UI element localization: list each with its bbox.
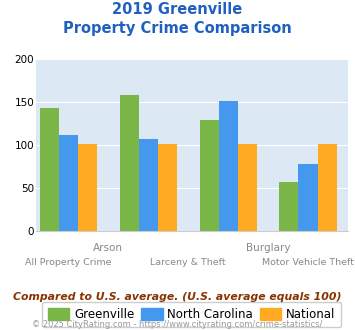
Bar xyxy=(139,139,158,231)
Bar xyxy=(78,144,97,231)
Bar xyxy=(59,135,78,231)
Bar xyxy=(158,144,177,231)
Bar xyxy=(317,144,337,231)
Bar xyxy=(238,144,257,231)
Text: Arson: Arson xyxy=(93,243,124,253)
Text: Larceny & Theft: Larceny & Theft xyxy=(151,258,226,267)
Bar xyxy=(200,120,219,231)
Text: Burglary: Burglary xyxy=(246,243,290,253)
Text: Motor Vehicle Theft: Motor Vehicle Theft xyxy=(262,258,354,267)
Bar xyxy=(279,182,299,231)
Text: © 2025 CityRating.com - https://www.cityrating.com/crime-statistics/: © 2025 CityRating.com - https://www.city… xyxy=(32,320,323,329)
Bar xyxy=(120,95,139,231)
Text: Property Crime Comparison: Property Crime Comparison xyxy=(63,21,292,36)
Text: Compared to U.S. average. (U.S. average equals 100): Compared to U.S. average. (U.S. average … xyxy=(13,292,342,302)
Legend: Greenville, North Carolina, National: Greenville, North Carolina, National xyxy=(42,302,341,327)
Bar xyxy=(40,108,59,231)
Bar xyxy=(299,164,317,231)
Text: All Property Crime: All Property Crime xyxy=(25,258,112,267)
Text: 2019 Greenville: 2019 Greenville xyxy=(113,2,242,16)
Bar xyxy=(219,101,238,231)
